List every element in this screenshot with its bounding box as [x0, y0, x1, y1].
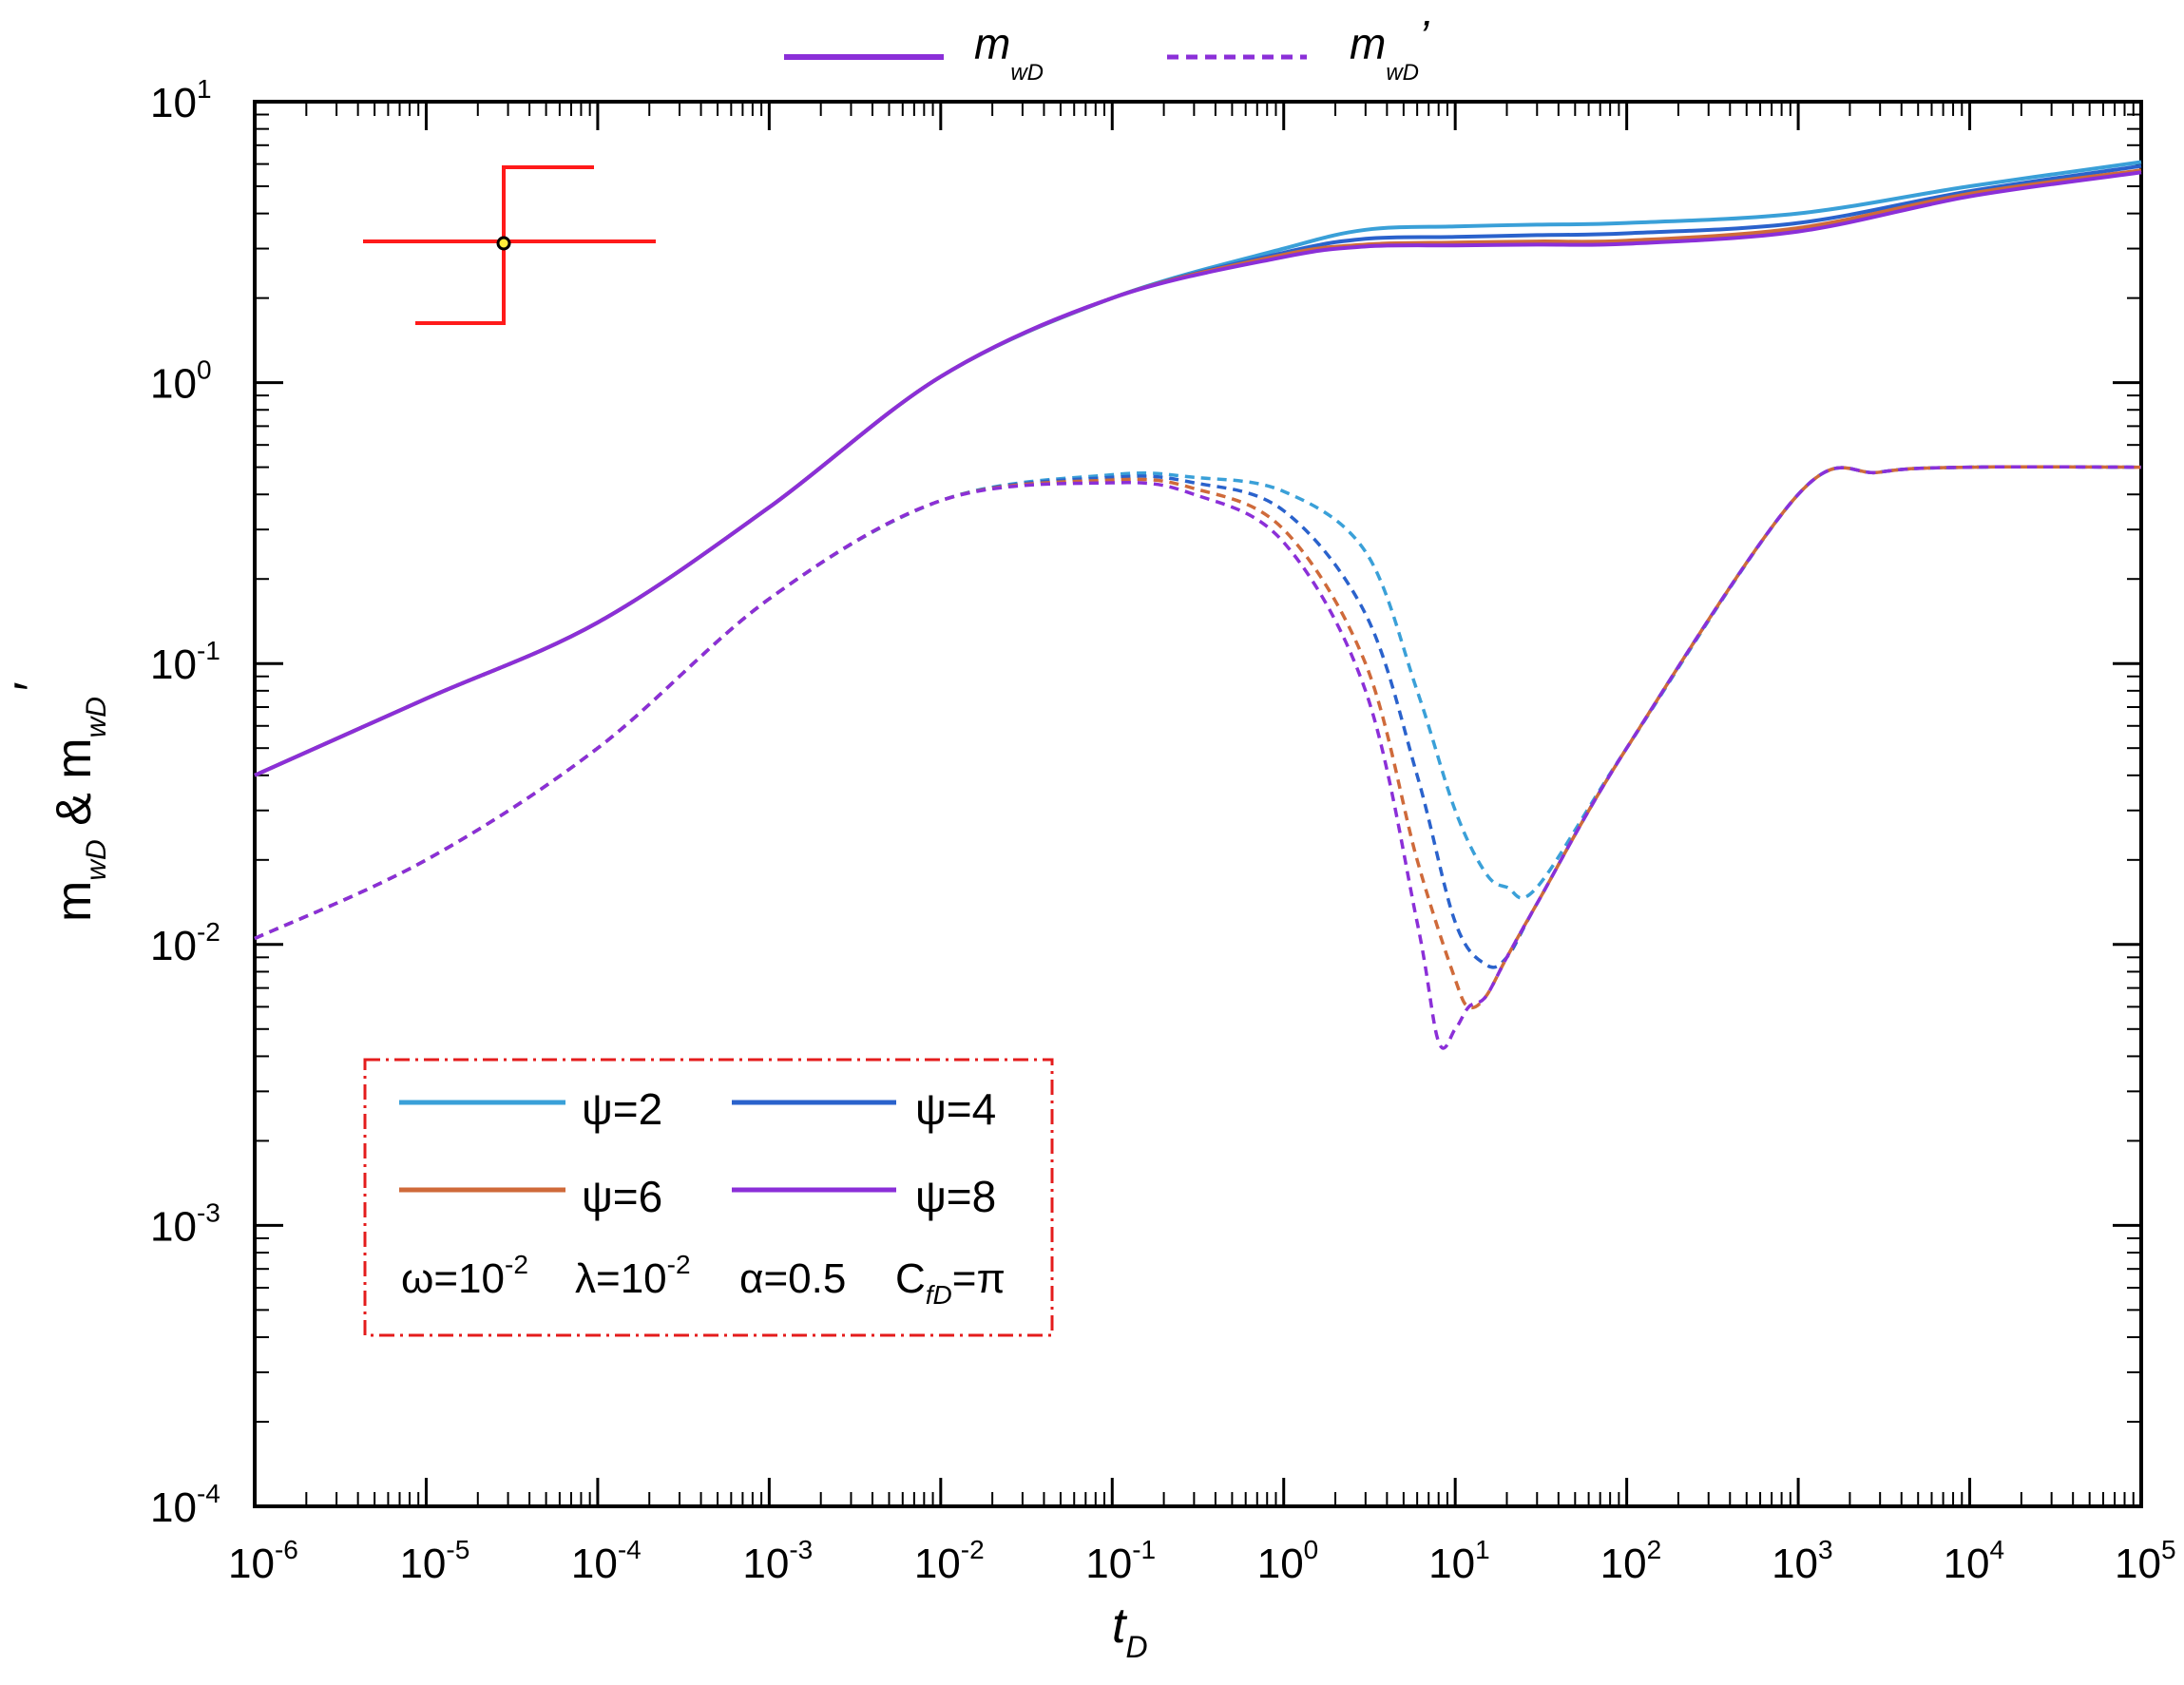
y-tick-label: 10-4	[150, 1479, 220, 1531]
x-tick-label: 10-2	[914, 1535, 985, 1587]
series-line	[254, 465, 2142, 1050]
series-legend: ψ=2 ψ=4 ψ=6 ψ=8 ω=10-2 λ=10-2 α=0.5 CfD=…	[363, 1058, 1054, 1337]
series-line	[254, 465, 2142, 941]
y-axis-title: mwD & mwD′	[5, 681, 112, 922]
legend-label-psi4: ψ=4	[915, 1084, 996, 1134]
minor-ticks	[255, 102, 2141, 1506]
x-tick-label: 105	[2115, 1535, 2176, 1587]
series-legend-frame	[363, 1058, 1054, 1337]
fracture-well-icon	[363, 165, 656, 325]
param-omega: ω=10-2	[401, 1250, 528, 1302]
y-tick-labels: 10-4 10-3 10-2 10-1 100 101	[150, 74, 220, 1531]
x-tick-label: 101	[1428, 1535, 1490, 1587]
y-tick-label: 100	[150, 355, 212, 408]
legend-label-psi8: ψ=8	[915, 1172, 996, 1221]
x-axis-title: tD	[1112, 1599, 1148, 1664]
legend-solid-label: mwD	[974, 19, 1044, 86]
legend-label-psi2: ψ=2	[582, 1084, 662, 1134]
x-tick-labels: 10-6 10-5 10-4 10-3 10-2 10-1 100 101 102 103 104 1…	[228, 1535, 2176, 1587]
y-tick-label: 10-1	[150, 636, 220, 688]
param-alpha: α=0.5	[739, 1255, 846, 1302]
x-tick-label: 10-3	[742, 1535, 813, 1587]
series-line	[254, 465, 2142, 1010]
y-tick-label: 10-2	[150, 917, 220, 969]
legend-dashed-label: mwD’	[1350, 11, 1429, 86]
x-tick-label: 10-5	[399, 1535, 469, 1587]
series-line	[254, 170, 2142, 777]
x-tick-label: 10-4	[571, 1535, 642, 1587]
x-tick-label: 10-1	[1085, 1535, 1156, 1587]
y-tick-label: 101	[150, 74, 212, 126]
param-cfd: CfD=π	[895, 1255, 1006, 1310]
x-tick-label: 100	[1257, 1535, 1319, 1587]
x-tick-label: 103	[1772, 1535, 1833, 1587]
x-tick-label: 104	[1944, 1535, 2005, 1587]
series-lines	[254, 160, 2142, 1050]
x-tick-label: 102	[1600, 1535, 1662, 1587]
param-lambda: λ=10-2	[575, 1250, 691, 1302]
legend-label-psi6: ψ=6	[582, 1172, 662, 1221]
major-ticks	[253, 100, 2143, 1508]
x-tick-label: 10-6	[228, 1535, 298, 1587]
y-tick-label: 10-3	[150, 1197, 220, 1250]
line-style-legend: mwD mwD’	[784, 11, 1429, 86]
